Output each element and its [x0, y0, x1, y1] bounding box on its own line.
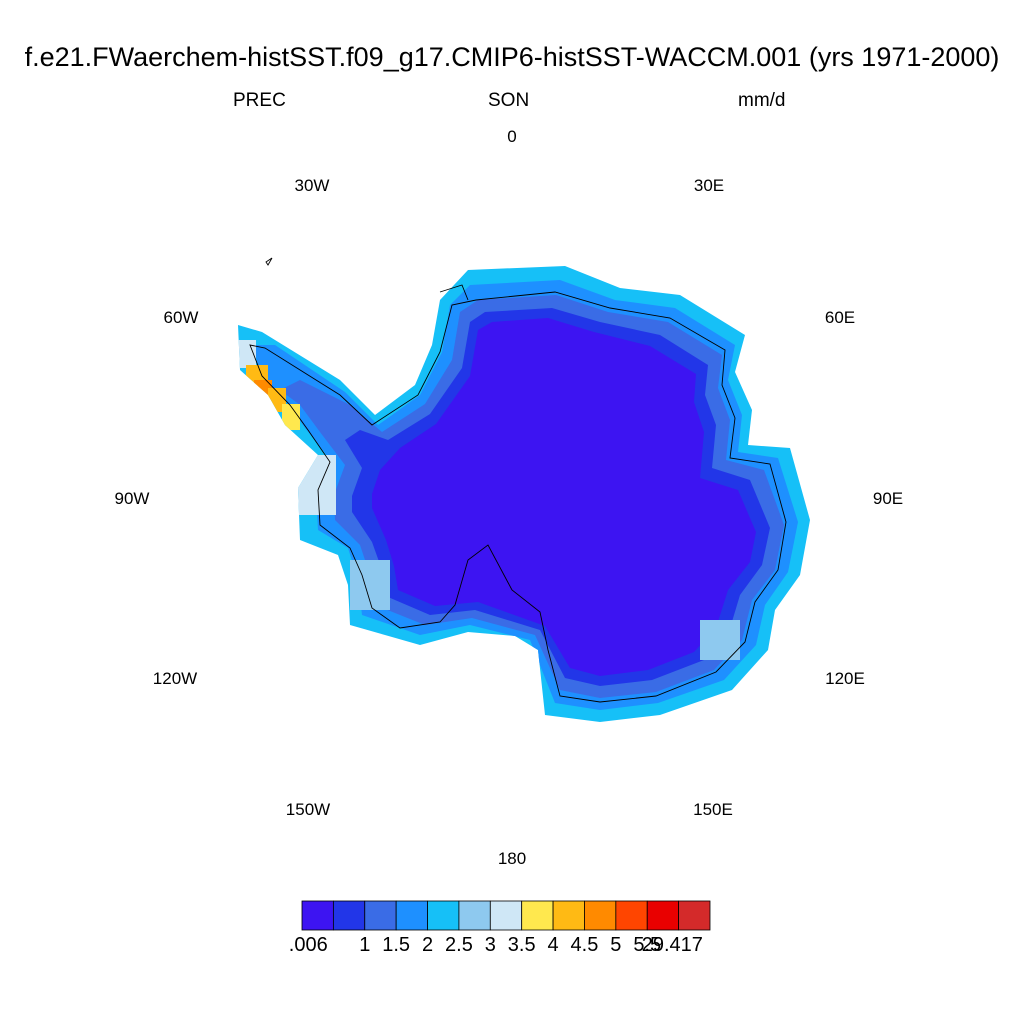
precip-cell-3-3.5-b — [700, 620, 740, 660]
lon-label-120w: 120W — [152, 669, 198, 688]
units-label: mm/d — [738, 90, 786, 111]
colorbar-box-10 — [615, 900, 648, 931]
colorbar-box-0 — [301, 900, 334, 931]
colorbar-label-4: 2.5 — [445, 934, 473, 956]
lon-label-30e: 30E — [693, 176, 725, 195]
colorbar-label-10: 5.5 — [633, 934, 662, 956]
lon-label-0: 0 — [507, 127, 517, 146]
variable-label: PREC — [233, 90, 286, 111]
colorbar-label-9: 5 — [610, 934, 622, 956]
lon-label-120e: 120E — [825, 669, 865, 688]
colorbar-box-5 — [458, 900, 491, 931]
lon-label-150e: 150E — [693, 800, 733, 819]
colorbar-label-1: 1 — [359, 934, 371, 956]
precip-cell-4-4.5 — [282, 404, 300, 430]
colorbar-box-7 — [521, 900, 554, 931]
season-label: SON — [488, 90, 530, 111]
colorbar-box-11 — [646, 900, 680, 931]
colorbar-box-4 — [427, 900, 460, 931]
coastline — [249, 257, 787, 703]
colorbar-label-7: 4 — [547, 934, 559, 956]
lon-label-30w: 30W — [294, 176, 330, 195]
figure-title: f.e21.FWaerchem-histSST.f09_g17.CMIP6-hi… — [24, 42, 1000, 72]
precip-band-.006-1 — [372, 318, 756, 676]
colorbar — [301, 900, 711, 931]
lon-label-180: 180 — [497, 849, 527, 868]
colorbar-label-6: 3.5 — [507, 934, 536, 956]
colorbar-box-2 — [364, 900, 397, 931]
colorbar-box-9 — [584, 900, 617, 931]
colorbar-label-5: 3 — [484, 934, 496, 956]
precip-field — [238, 266, 810, 722]
lon-label-150w: 150W — [285, 800, 331, 819]
colorbar-label-8: 4.5 — [570, 934, 599, 956]
colorbar-box-1 — [332, 900, 366, 931]
colorbar-label-11: 29.417 — [641, 934, 703, 956]
precip-cell-3.5-4 — [238, 340, 256, 368]
colorbar-box-6 — [489, 900, 523, 931]
colorbar-label-2: 1.5 — [382, 934, 411, 956]
lon-label-60e: 60E — [824, 308, 856, 327]
colorbar-box-12 — [678, 900, 711, 931]
lon-label-90w: 90W — [114, 489, 150, 508]
colorbar-label-0: .006 — [288, 934, 328, 956]
lon-label-60w: 60W — [163, 308, 199, 327]
colorbar-box-8 — [552, 900, 585, 931]
colorbar-label-3: 2 — [421, 934, 434, 956]
colorbar-box-3 — [395, 900, 428, 931]
lon-label-90e: 90E — [872, 489, 904, 508]
precip-cell-3.5-4-b — [298, 455, 336, 515]
